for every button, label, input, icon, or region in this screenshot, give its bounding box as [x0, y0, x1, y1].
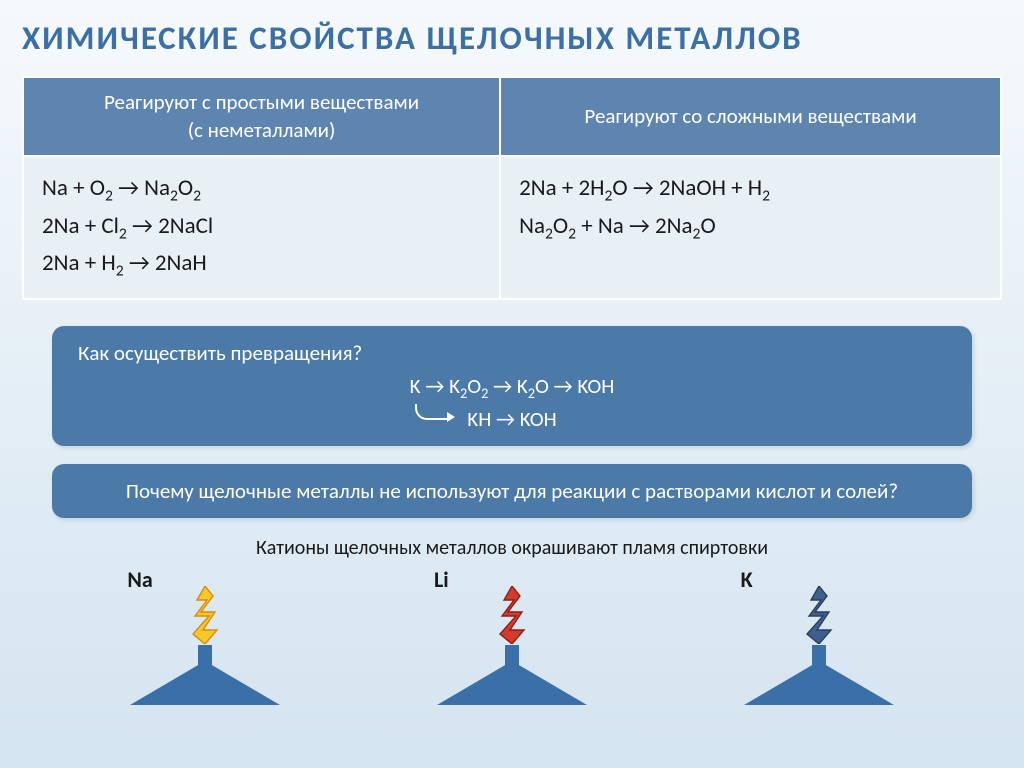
td-complex: 2Na + 2H2O → 2NaOH + H2 Na2O2 + Na → 2Na… — [500, 156, 1001, 299]
flame-icon — [801, 586, 837, 649]
hook-arrow-icon — [411, 406, 459, 424]
th-simple-l1: Реагируют с простыми веществами — [104, 89, 419, 115]
spirit-burner-icon — [120, 595, 290, 705]
page-title: ХИМИЧЕСКИЕ СВОЙСТВА ЩЕЛОЧНЫХ МЕТАЛЛОВ — [22, 18, 1002, 58]
flames-row: Na Li K — [22, 566, 1002, 705]
th-complex: Реагируют со сложными веществами — [500, 77, 1001, 156]
flame-block-na: Na — [105, 566, 305, 705]
eq-left-3: 2Na + H2 → 2NaH — [42, 246, 481, 284]
eq-right-1: 2Na + 2H2O → 2NaOH + H2 — [519, 171, 982, 209]
callout2-text: Почему щелочные металлы не используют дл… — [126, 478, 898, 504]
spirit-burner-icon — [734, 595, 904, 705]
callout1-line2-wrap: KH → KOH — [467, 404, 556, 434]
callout1-line1: K → K2O2 → K2O → KOH — [78, 371, 946, 404]
callout1-question: Как осуществить превращения? — [78, 338, 946, 368]
callout-why-not: Почему щелочные металлы не используют дл… — [52, 464, 972, 518]
reactions-table: Реагируют с простыми веществами (с немет… — [22, 76, 1002, 300]
eq-left-1: Na + O2 → Na2O2 — [42, 171, 481, 209]
td-simple: Na + O2 → Na2O2 2Na + Cl2 → 2NaCl 2Na + … — [23, 156, 500, 299]
callout1-line2: KH → KOH — [467, 406, 556, 432]
flame-icon — [187, 586, 223, 649]
callout-transformations: Как осуществить превращения? K → K2O2 → … — [52, 326, 972, 446]
flame-block-k: K — [719, 566, 919, 705]
flame-icon — [494, 586, 530, 649]
th-simple-l2: (с неметаллами) — [188, 117, 336, 143]
flame-block-li: Li — [412, 566, 612, 705]
flame-caption: Катионы щелочных металлов окрашивают пла… — [22, 536, 1002, 560]
spirit-burner-icon — [427, 595, 597, 705]
eq-right-2: Na2O2 + Na → 2Na2O — [519, 209, 982, 247]
th-simple: Реагируют с простыми веществами (с немет… — [23, 77, 500, 156]
eq-left-2: 2Na + Cl2 → 2NaCl — [42, 209, 481, 247]
